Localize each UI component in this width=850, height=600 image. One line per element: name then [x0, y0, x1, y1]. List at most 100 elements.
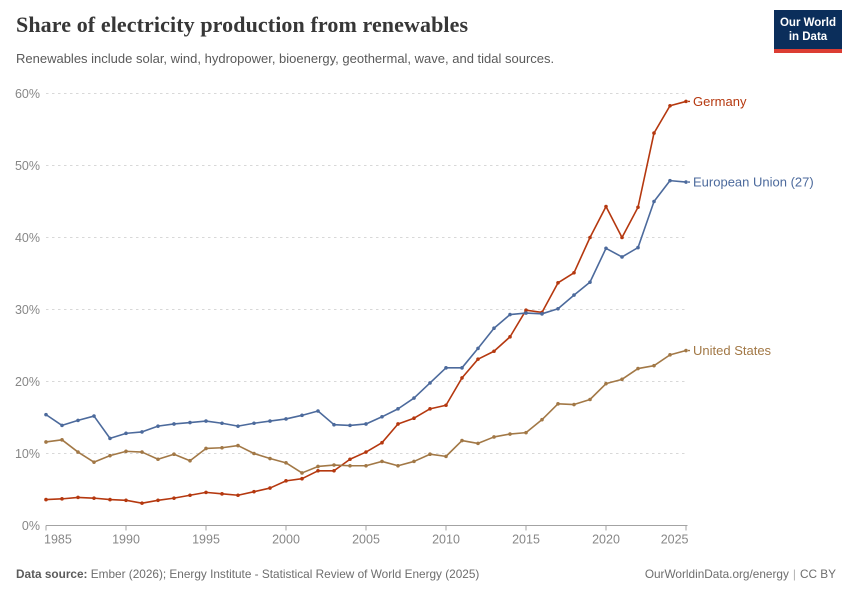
data-point[interactable]	[220, 492, 224, 496]
data-point[interactable]	[92, 496, 96, 500]
data-point[interactable]	[60, 438, 64, 442]
data-point[interactable]	[572, 402, 576, 407]
data-point[interactable]	[492, 435, 496, 439]
data-point[interactable]	[204, 490, 208, 495]
data-point[interactable]	[156, 457, 160, 462]
data-point[interactable]	[476, 357, 480, 361]
data-point[interactable]	[636, 245, 640, 250]
data-point[interactable]	[252, 421, 256, 426]
series-line-germany[interactable]	[45, 100, 687, 504]
data-point[interactable]	[284, 461, 288, 465]
data-point[interactable]	[588, 280, 592, 284]
data-point[interactable]	[156, 498, 160, 503]
data-point[interactable]	[156, 424, 160, 428]
data-point[interactable]	[652, 199, 656, 204]
data-point[interactable]	[284, 479, 288, 483]
data-point[interactable]	[188, 420, 192, 425]
data-point[interactable]	[60, 423, 64, 428]
data-point[interactable]	[76, 495, 80, 500]
data-point[interactable]	[524, 308, 528, 313]
data-point[interactable]	[172, 422, 176, 426]
data-point[interactable]	[476, 441, 480, 446]
data-point[interactable]	[684, 348, 688, 353]
data-point[interactable]	[348, 457, 352, 462]
data-point[interactable]	[508, 335, 512, 339]
data-point[interactable]	[492, 349, 496, 354]
data-point[interactable]	[364, 450, 368, 454]
data-point[interactable]	[380, 440, 384, 445]
data-point[interactable]	[588, 235, 592, 240]
data-point[interactable]	[140, 450, 144, 454]
data-point[interactable]	[668, 353, 672, 357]
data-point[interactable]	[620, 255, 624, 259]
data-point[interactable]	[460, 376, 464, 380]
data-point[interactable]	[588, 397, 592, 402]
data-point[interactable]	[380, 414, 384, 419]
data-point[interactable]	[652, 131, 656, 135]
data-point[interactable]	[204, 446, 208, 451]
data-point[interactable]	[444, 366, 448, 370]
data-point[interactable]	[668, 103, 672, 108]
data-point[interactable]	[444, 454, 448, 459]
data-point[interactable]	[412, 459, 416, 464]
data-point[interactable]	[636, 205, 640, 210]
data-point[interactable]	[476, 346, 480, 351]
data-point[interactable]	[268, 456, 272, 461]
data-point[interactable]	[620, 377, 624, 382]
data-point[interactable]	[572, 270, 576, 275]
data-point[interactable]	[380, 459, 384, 464]
data-point[interactable]	[540, 417, 544, 422]
owid-link[interactable]: OurWorldinData.org/energy	[644, 567, 789, 581]
series-label-united-states[interactable]: United States	[693, 343, 772, 358]
data-point[interactable]	[428, 381, 432, 385]
data-point[interactable]	[556, 306, 560, 311]
data-point[interactable]	[620, 235, 624, 240]
data-point[interactable]	[652, 363, 656, 368]
data-point[interactable]	[332, 468, 336, 473]
data-point[interactable]	[76, 418, 80, 423]
data-point[interactable]	[124, 449, 128, 454]
series-germany[interactable]: Germany	[44, 94, 747, 505]
data-point[interactable]	[316, 468, 320, 473]
data-point[interactable]	[444, 403, 448, 408]
data-point[interactable]	[108, 453, 112, 458]
data-point[interactable]	[44, 412, 48, 417]
data-point[interactable]	[460, 366, 464, 370]
data-point[interactable]	[300, 476, 304, 481]
data-point[interactable]	[508, 432, 512, 436]
data-point[interactable]	[556, 281, 560, 285]
data-point[interactable]	[140, 501, 144, 505]
license-link[interactable]: CC BY	[799, 567, 836, 581]
data-point[interactable]	[268, 486, 272, 490]
data-point[interactable]	[172, 452, 176, 457]
data-point[interactable]	[396, 422, 400, 426]
data-point[interactable]	[268, 419, 272, 423]
data-point[interactable]	[316, 409, 320, 413]
owid-logo[interactable]: Our World in Data	[774, 10, 842, 53]
data-point[interactable]	[508, 312, 512, 317]
data-point[interactable]	[412, 396, 416, 400]
series-line-united-states[interactable]	[45, 349, 687, 474]
data-point[interactable]	[604, 381, 608, 386]
data-point[interactable]	[684, 99, 688, 104]
data-point[interactable]	[252, 489, 256, 494]
data-point[interactable]	[460, 438, 464, 443]
data-point[interactable]	[332, 463, 336, 467]
data-point[interactable]	[204, 419, 208, 423]
data-point[interactable]	[188, 493, 192, 498]
data-point[interactable]	[236, 443, 240, 448]
data-point[interactable]	[92, 460, 96, 464]
data-point[interactable]	[428, 407, 432, 411]
data-point[interactable]	[396, 463, 400, 468]
data-point[interactable]	[540, 312, 544, 316]
data-point[interactable]	[396, 407, 400, 411]
data-point[interactable]	[236, 493, 240, 498]
data-point[interactable]	[92, 414, 96, 418]
data-point[interactable]	[572, 293, 576, 297]
data-point[interactable]	[220, 445, 224, 450]
data-point[interactable]	[300, 471, 304, 475]
data-point[interactable]	[364, 463, 368, 468]
data-point[interactable]	[668, 178, 672, 183]
data-point[interactable]	[60, 497, 64, 501]
data-point[interactable]	[316, 464, 320, 469]
